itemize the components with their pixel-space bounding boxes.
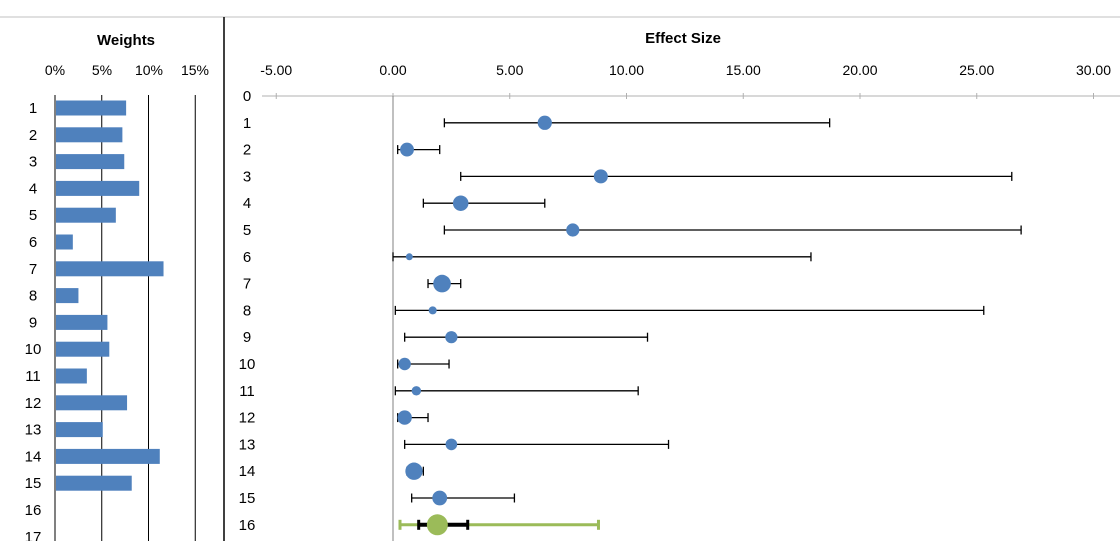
- effect-size-title: Effect Size: [645, 30, 721, 47]
- effect-point: [445, 331, 458, 344]
- weight-bar: [56, 234, 73, 250]
- weight-bar: [56, 422, 103, 438]
- summary-point: [426, 514, 448, 536]
- effect-tick-label: 30.00: [1076, 62, 1111, 78]
- effect-row-label: 5: [243, 222, 251, 239]
- effect-tick-label: 20.00: [842, 62, 877, 78]
- effect-point: [405, 462, 423, 480]
- effect-row-label: 11: [239, 383, 255, 400]
- weight-bar: [56, 368, 87, 384]
- effects-panel: -5.00 0.00 5.00 10.00 15.00 20.00 25.00 30.00 0 1…: [239, 62, 1120, 541]
- effect-point: [405, 253, 413, 261]
- weight-bar: [56, 341, 110, 357]
- effect-row-label: 2: [243, 142, 251, 159]
- effect-point: [445, 438, 458, 451]
- effect-tick-label: 10.00: [609, 62, 644, 78]
- weights-row-label: 3: [29, 154, 37, 171]
- effect-row-label: 7: [243, 276, 251, 293]
- weights-title: Weights: [97, 32, 155, 49]
- weights-row-label: 15: [25, 475, 42, 492]
- effect-row-label: 8: [243, 302, 251, 319]
- weights-row-label: 4: [29, 180, 37, 197]
- weights-row-label: 10: [25, 341, 42, 358]
- effect-point: [593, 169, 608, 184]
- weight-bar: [56, 475, 132, 491]
- effect-point: [397, 410, 412, 425]
- effect-row-label: 1: [243, 115, 251, 132]
- weights-tick-label: 0%: [45, 62, 65, 78]
- effect-point: [537, 115, 552, 130]
- weights-row-label: 11: [25, 368, 41, 385]
- effect-point: [433, 274, 451, 293]
- effect-tick-label: -5.00: [260, 62, 292, 78]
- effect-point: [411, 386, 422, 396]
- weights-row-label: 1: [29, 100, 37, 117]
- effect-tick-label: 25.00: [959, 62, 994, 78]
- effect-tick-label: 5.00: [496, 62, 523, 78]
- effect-point: [398, 357, 411, 371]
- weight-bar: [56, 395, 128, 411]
- effect-point: [452, 195, 469, 211]
- weight-bar: [56, 448, 160, 464]
- weights-tick-label: 15%: [181, 62, 209, 78]
- weights-row-label: 8: [29, 288, 37, 305]
- weights-row-label: 14: [25, 448, 42, 465]
- weights-row-label: 17: [25, 529, 42, 541]
- weight-bar: [56, 154, 125, 170]
- effect-point: [432, 490, 448, 506]
- effect-row-label: 4: [243, 195, 251, 212]
- weights-tick-label: 10%: [135, 62, 163, 78]
- effect-row-label: 15: [239, 490, 256, 507]
- weights-tick-label: 5%: [92, 62, 112, 78]
- effect-row-label: 14: [239, 463, 256, 480]
- weights-row-label: 2: [29, 127, 37, 144]
- effect-tick-label: 0.00: [379, 62, 406, 78]
- effect-row-label: 0: [243, 88, 251, 105]
- weights-row-label: 12: [25, 395, 42, 412]
- effect-row-label: 12: [239, 410, 256, 427]
- effect-point: [400, 142, 414, 157]
- weights-row-label: 13: [25, 422, 42, 439]
- weights-row-label: 9: [29, 314, 37, 331]
- weight-bar: [56, 261, 164, 277]
- weight-bar: [56, 180, 140, 196]
- effect-row-label: 16: [239, 517, 256, 534]
- effect-row-label: 6: [243, 249, 251, 266]
- effect-point: [428, 306, 437, 315]
- effect-point: [566, 223, 580, 237]
- weights-row-label: 16: [25, 502, 42, 519]
- weight-bar: [56, 314, 108, 330]
- weight-bar: [56, 288, 79, 304]
- effect-row-label: 13: [239, 436, 256, 453]
- weights-row-label: 6: [29, 234, 37, 251]
- effect-row-label: 9: [243, 329, 251, 346]
- weights-row-label: 7: [29, 261, 37, 278]
- weight-bar: [56, 207, 116, 223]
- effect-row-label: 3: [243, 168, 251, 185]
- effect-row-label: 10: [239, 356, 256, 373]
- weights-row-label: 5: [29, 207, 37, 224]
- weight-bar: [56, 127, 123, 143]
- effect-tick-label: 15.00: [726, 62, 761, 78]
- weight-bar: [56, 100, 127, 116]
